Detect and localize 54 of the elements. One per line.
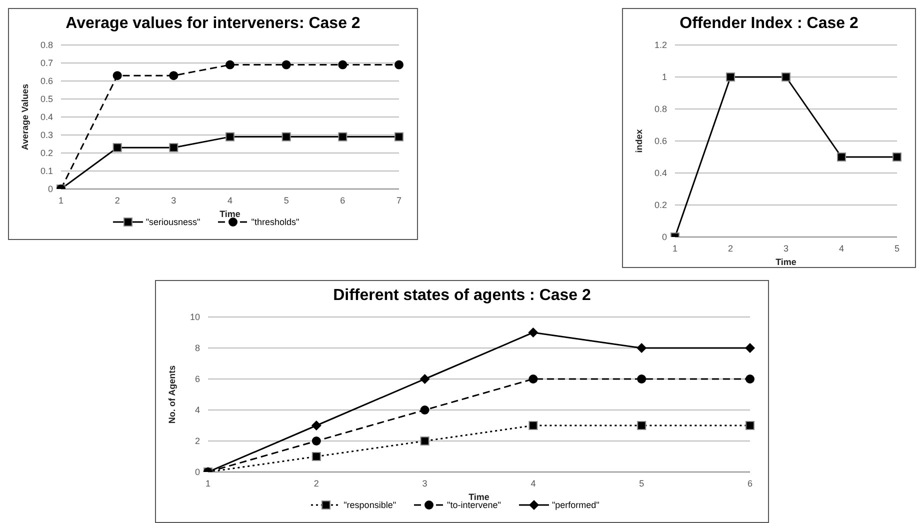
x-tick-label: 5 [639, 478, 644, 488]
x-tick-label: 1 [58, 195, 64, 206]
x-tick-label: 5 [894, 243, 900, 254]
y-tick-label: 0.6 [40, 76, 53, 86]
x-tick-label: 3 [783, 243, 789, 254]
legend-label: "responsible" [342, 500, 396, 510]
y-tick-label: 0.2 [654, 200, 667, 210]
x-tick-label: 6 [747, 478, 753, 488]
x-axis-title: Time [468, 492, 490, 502]
legend-label: "to-intervene" [446, 500, 501, 510]
y-tick-label: 0.4 [654, 168, 667, 178]
x-tick-label: 6 [340, 195, 346, 206]
legend-label: "seriousness" [144, 217, 200, 227]
y-tick-label: 1.2 [654, 40, 667, 50]
chart-title: Offender Index : Case 2 [678, 15, 860, 34]
y-tick-label: 0 [194, 467, 200, 478]
x-axis-title: Time [220, 209, 240, 219]
x-tick-label: 4 [227, 195, 233, 206]
y-tick-label: 0.8 [40, 40, 53, 50]
x-tick-label: 2 [314, 478, 319, 488]
y-tick-label: 0.7 [40, 58, 53, 68]
y-tick-label: 10 [190, 312, 200, 322]
x-tick-label: 4 [838, 243, 844, 254]
chart-title: Average values for interveners: Case 2 [64, 15, 362, 34]
legend-label: "thresholds" [251, 217, 300, 227]
x-tick-label: 1 [672, 243, 678, 254]
x-tick-label: 4 [530, 478, 536, 488]
y-tick-label: 8 [194, 343, 200, 354]
x-axis-title: Time [776, 257, 796, 267]
y-tick-label: 0.3 [40, 130, 53, 140]
y-tick-label: 4 [194, 405, 200, 416]
y-axis-title: No. of Agents [167, 365, 178, 424]
x-tick-label: 2 [728, 243, 734, 254]
x-tick-label: 5 [284, 195, 289, 206]
x-tick-label: 3 [422, 478, 428, 488]
x-tick-label: 2 [114, 195, 120, 206]
chart-title: Different states of agents : Case 2 [332, 287, 592, 306]
x-tick-label: 3 [171, 195, 176, 206]
y-axis-title: index [634, 129, 644, 153]
y-tick-label: 0.4 [40, 112, 53, 122]
y-tick-label: 0.1 [40, 166, 53, 176]
y-tick-label: 6 [194, 374, 200, 384]
y-tick-label: 0.2 [40, 148, 53, 158]
y-tick-label: 0.8 [654, 104, 667, 114]
y-tick-label: 0 [48, 184, 53, 194]
y-tick-label: 1 [662, 72, 667, 82]
y-axis-title: Average Values [20, 84, 30, 150]
legend-label: "performed" [550, 500, 600, 510]
x-tick-label: 7 [396, 195, 402, 206]
y-tick-label: 0.6 [654, 136, 667, 146]
y-tick-label: 0.5 [40, 94, 53, 104]
x-tick-label: 1 [205, 478, 211, 488]
y-tick-label: 2 [194, 436, 200, 446]
y-tick-label: 0 [662, 232, 667, 242]
